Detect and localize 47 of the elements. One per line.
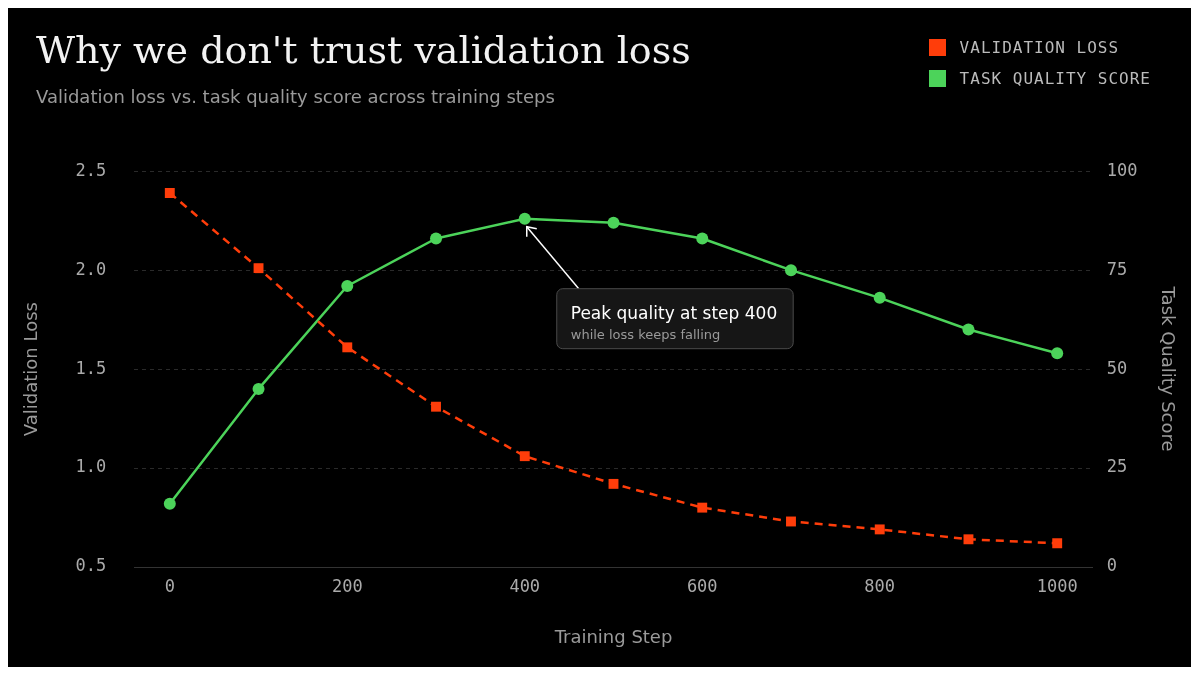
y2-axis-title: Task Quality Score [1157, 285, 1179, 452]
legend-label: TASK QUALITY SCORE [959, 69, 1151, 88]
x-tick-label: 200 [331, 575, 363, 596]
point [519, 451, 530, 462]
point [874, 524, 885, 535]
x-tick-label: 800 [864, 575, 896, 596]
point [873, 291, 886, 304]
point [164, 188, 175, 198]
point [697, 502, 708, 513]
y-tick-label: 2.0 [75, 258, 107, 279]
y2-tick-label: 100 [1106, 159, 1138, 180]
y2-tick-label: 75 [1106, 258, 1128, 279]
point [608, 478, 619, 489]
point [431, 401, 441, 412]
point [518, 212, 531, 225]
annotation: while loss keeps falling [570, 326, 721, 342]
point [1052, 538, 1063, 549]
x-tick-label: 600 [686, 575, 718, 596]
y-tick-label: 2.5 [75, 159, 107, 180]
y-axis-title: Validation Loss [20, 302, 42, 437]
point [786, 516, 796, 527]
y2-tick-label: 25 [1106, 456, 1128, 477]
point [962, 323, 975, 336]
y2-tick-label: 0 [1106, 555, 1117, 576]
y2-tick-label: 50 [1106, 357, 1128, 378]
annotation: Peak quality at step 400 [570, 302, 778, 323]
x-tick-label: 1000 [1036, 575, 1078, 596]
point [1051, 347, 1064, 360]
point [253, 263, 264, 274]
point [607, 216, 620, 229]
point [341, 279, 354, 292]
legend-label: VALIDATION LOSS [959, 38, 1120, 57]
x-tick-label: 0 [164, 575, 175, 596]
chart-title: Why we don't trust validation loss [36, 28, 691, 72]
point [252, 382, 265, 395]
point [696, 232, 709, 245]
point [430, 232, 443, 245]
y-tick-label: 1.5 [75, 357, 107, 378]
point [163, 497, 176, 510]
y-tick-label: 0.5 [75, 555, 107, 576]
x-axis-title: Training Step [553, 625, 673, 647]
point [342, 342, 353, 353]
point [963, 534, 974, 545]
point [784, 264, 797, 277]
y-tick-label: 1.0 [75, 456, 107, 477]
x-tick-label: 400 [509, 575, 541, 596]
chart-subtitle: Validation loss vs. task quality score across training steps [36, 86, 556, 107]
